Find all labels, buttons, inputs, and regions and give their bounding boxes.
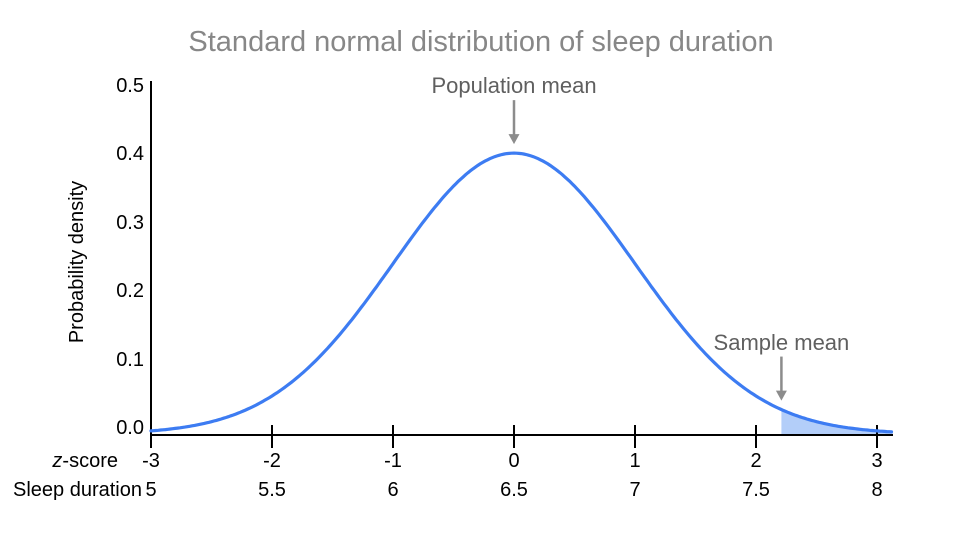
z-score-tick-label: 1 [629, 450, 641, 472]
y-tick-label: 0.4 [116, 143, 144, 166]
sleep-duration-tick-label: 6.5 [500, 479, 528, 501]
z-score-axis-label: z-score [52, 450, 118, 472]
shaded-tail-area [781, 409, 893, 434]
annotation-sample-mean: Sample mean [713, 329, 850, 355]
z-score-tick-label: 0 [508, 450, 520, 472]
z-score-label-rest: -score [62, 450, 118, 472]
z-score-tick-label: -1 [384, 450, 402, 472]
sleep-duration-tick-label: 7.5 [742, 479, 770, 501]
y-tick-label: 0.2 [116, 280, 144, 303]
sleep-duration-tick-label: 6 [387, 479, 399, 501]
sleep-duration-tick-label: 8 [871, 479, 883, 501]
z-score-tick-label: 3 [871, 450, 883, 472]
z-score-label-italic: z [52, 450, 63, 472]
y-tick-label: 0.5 [116, 75, 144, 97]
sleep-duration-tick-label: 5 [145, 479, 157, 501]
chart-title: Standard normal distribution of sleep du… [188, 26, 774, 58]
z-score-tick-label: -2 [263, 450, 281, 472]
y-tick-label: 0.1 [116, 348, 144, 371]
z-score-tick-label: 2 [750, 450, 762, 472]
normal-curve [149, 151, 894, 434]
annotation-population-mean: Population mean [431, 73, 597, 99]
sleep-duration-axis-label: Sleep duration [13, 479, 142, 501]
sleep-duration-tick-label: 7 [629, 479, 641, 501]
y-tick-label: 0.3 [116, 211, 144, 234]
sleep-duration-tick-label: 5.5 [258, 479, 286, 501]
sample-mean-arrow-head [775, 390, 787, 401]
population-mean-arrow-head [508, 134, 520, 145]
z-score-tick-label: -3 [142, 450, 160, 472]
y-tick-label: 0.0 [116, 417, 144, 439]
